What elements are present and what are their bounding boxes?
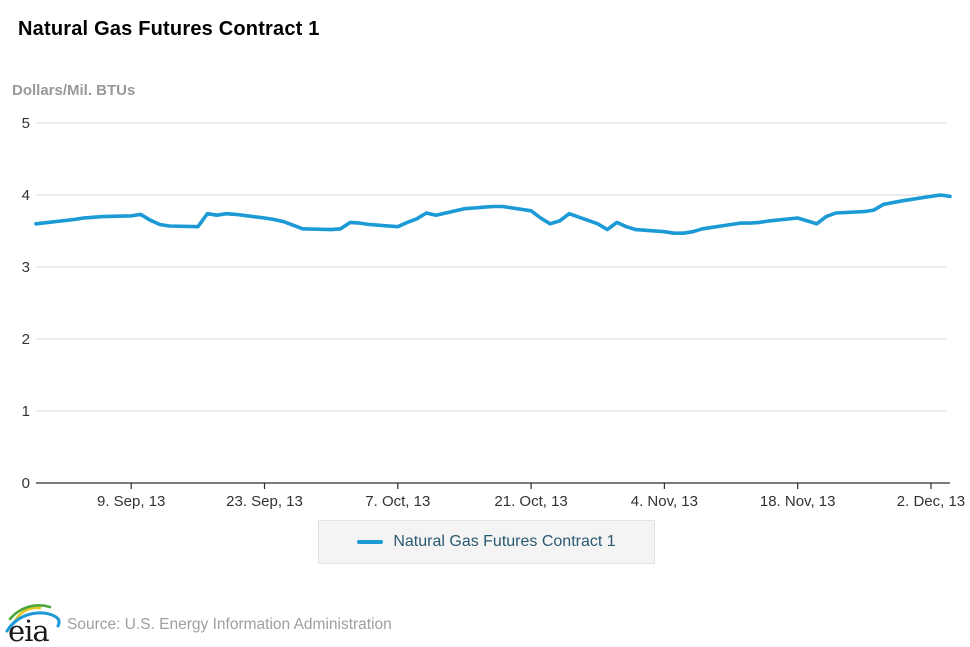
y-tick-label: 0 [22,475,30,492]
eia-logo-text: eia [8,614,49,646]
chart-title: Natural Gas Futures Contract 1 [18,18,320,40]
y-tick-label: 3 [22,259,30,276]
eia-logo-arc-green [8,604,52,621]
legend-line-swatch [357,540,384,544]
price-chart: 0 1 2 3 4 5 9. Sep, 13 23. Sep, 13 7. Oct, 13 21.… [22,115,965,510]
y-tick-label: 2 [22,331,30,348]
x-tick-label: 9. Sep, 13 [97,493,165,510]
x-tick-label: 2. Dec, 13 [897,493,965,510]
legend-label: Natural Gas Futures Contract 1 [393,533,616,550]
eia-logo: eia [5,604,61,646]
y-axis-unit-label: Dollars/Mil. BTUs [12,82,136,99]
x-tick-label: 7. Oct, 13 [365,493,430,510]
series-line-natural-gas-futures[interactable] [34,193,952,235]
y-tick-label: 5 [22,115,30,132]
source-attribution: Source: U.S. Energy Information Administ… [67,616,392,633]
eia-logo-arc-blue [5,611,61,633]
x-tick-label: 21. Oct, 13 [494,493,567,510]
x-tick-label: 4. Nov, 13 [631,493,698,510]
y-tick-label: 1 [22,403,30,420]
x-tick-label: 23. Sep, 13 [226,493,303,510]
x-tick-label: 18. Nov, 13 [760,493,836,510]
legend-item[interactable]: Natural Gas Futures Contract 1 [318,520,655,564]
y-tick-label: 4 [22,187,30,204]
